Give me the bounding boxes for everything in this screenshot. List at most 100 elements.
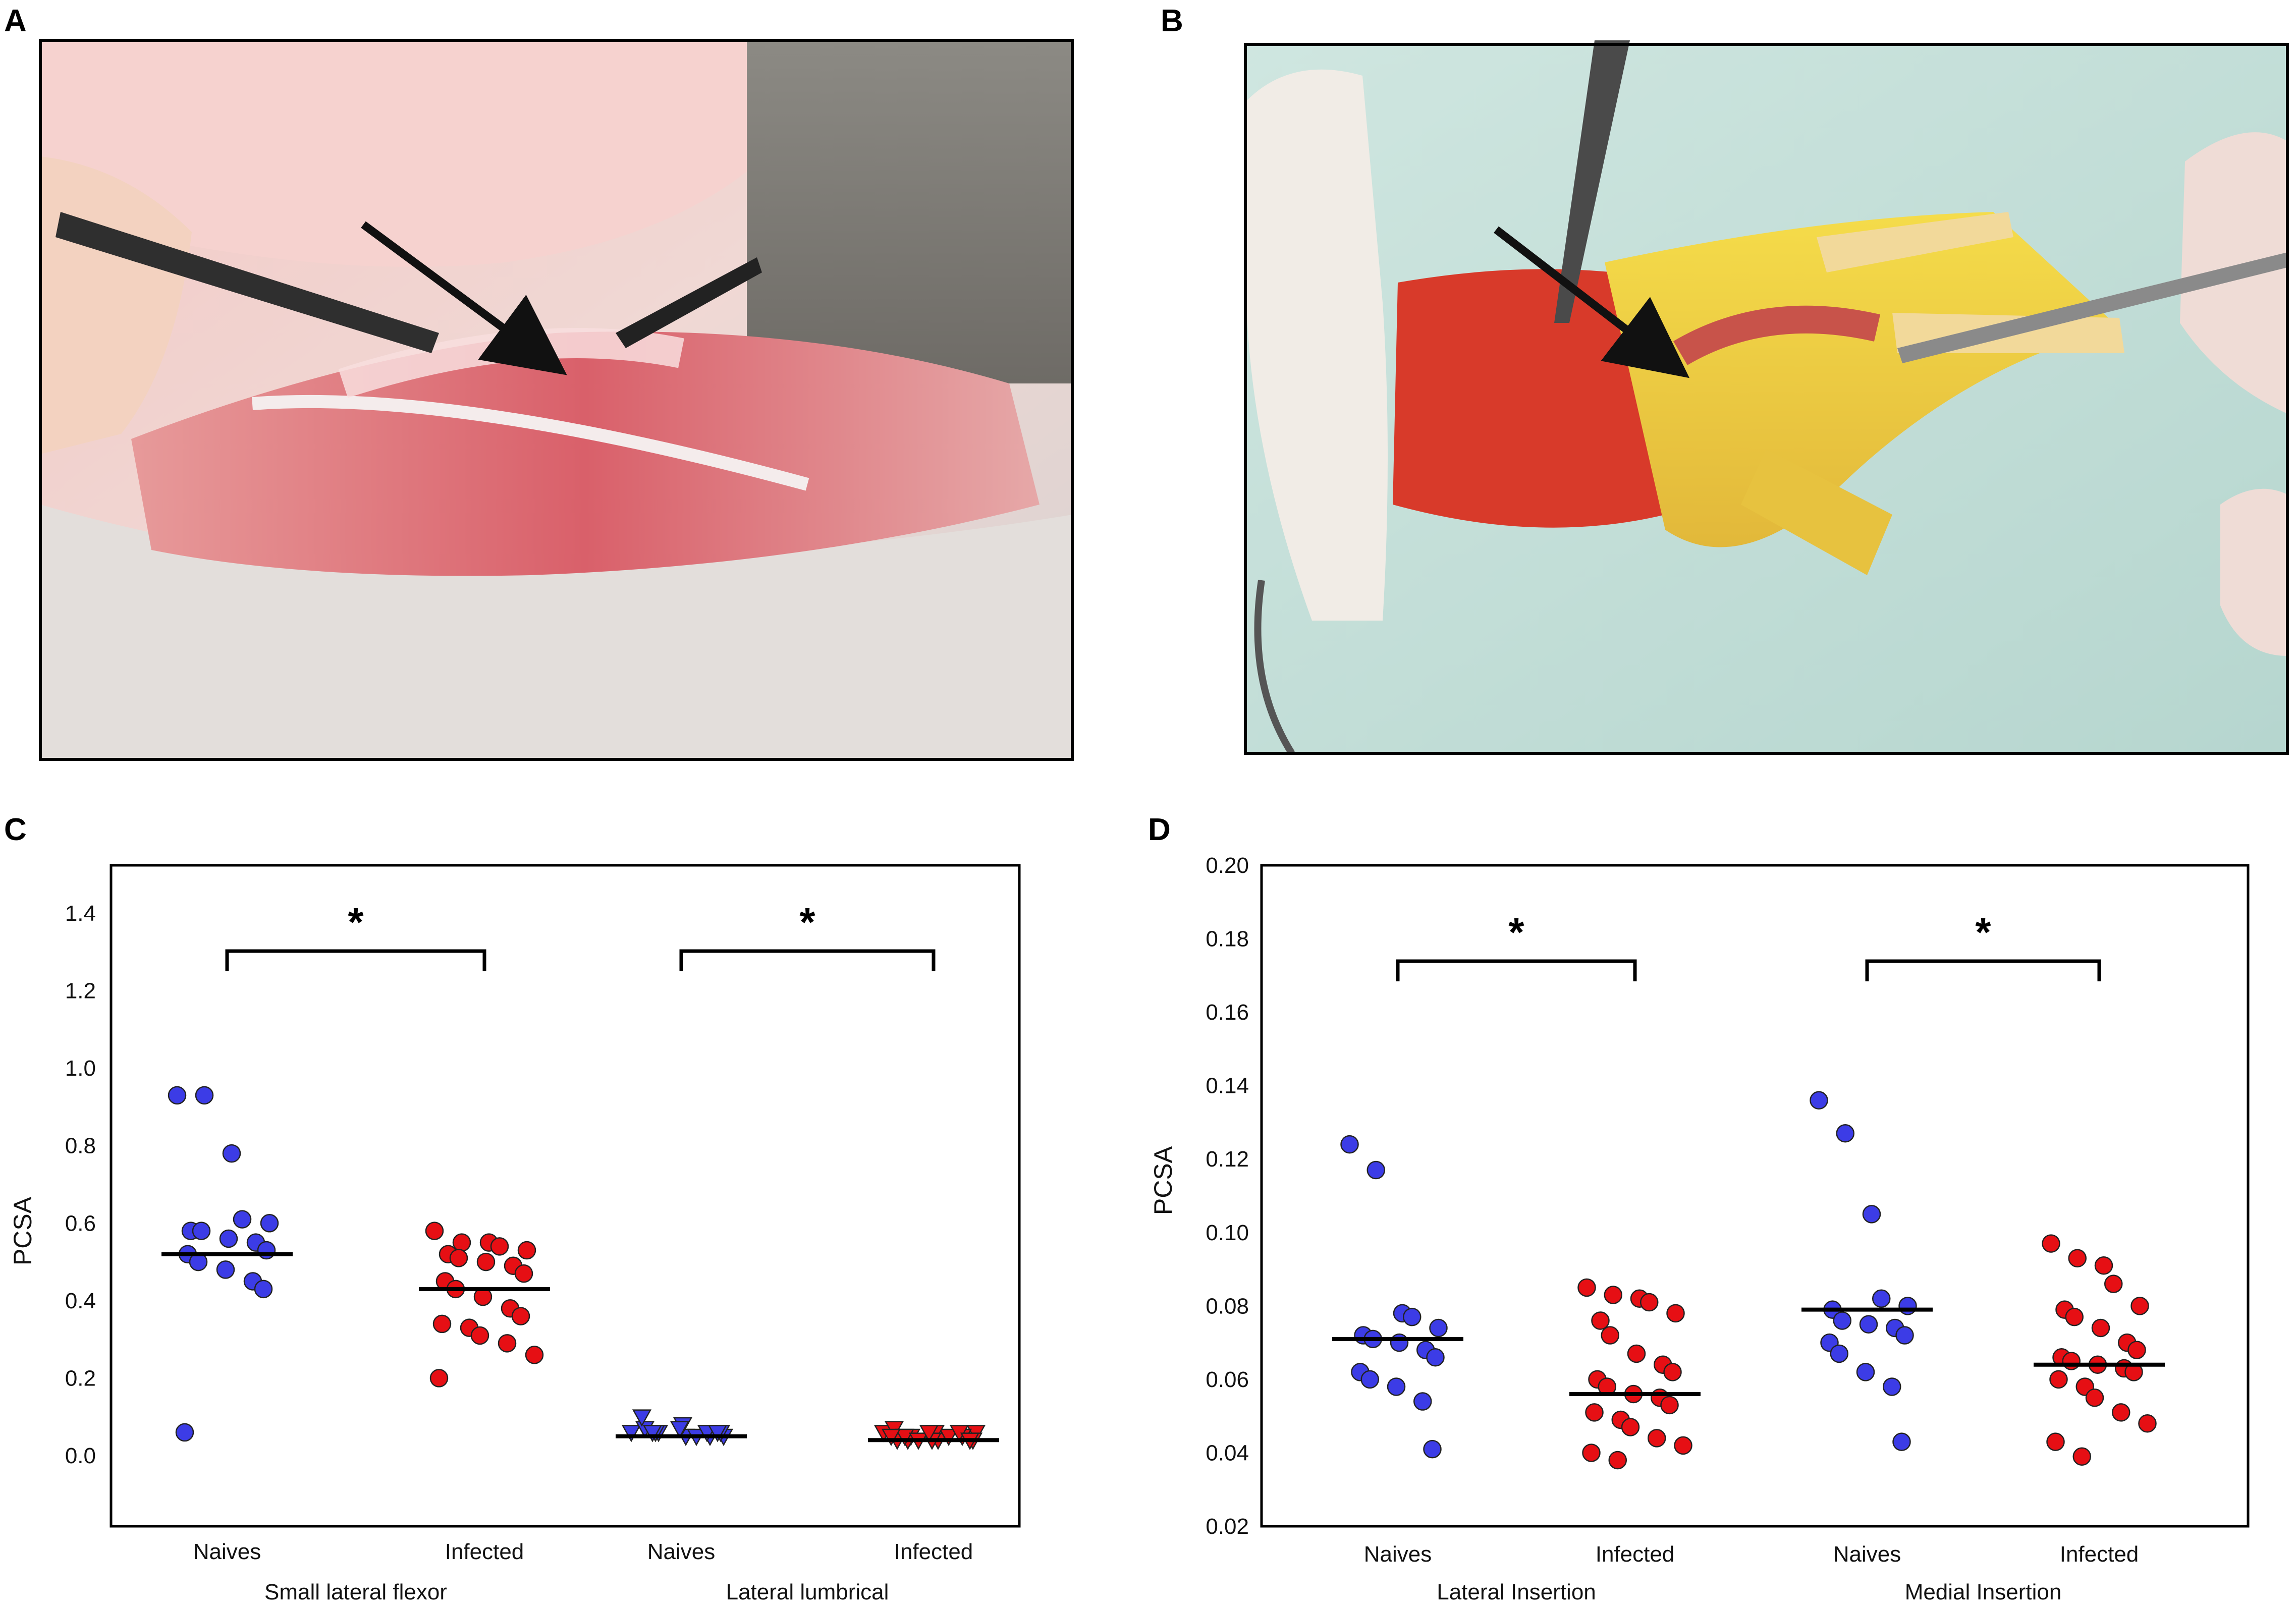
data-point — [1585, 1403, 1604, 1422]
data-point — [1340, 1135, 1359, 1154]
data-point — [254, 1280, 273, 1299]
data-point — [514, 1264, 533, 1283]
significance-star: * — [348, 900, 364, 945]
arrow-icon — [361, 221, 567, 375]
data-point — [1892, 1432, 1911, 1451]
data-point — [449, 1249, 468, 1267]
data-point — [2127, 1341, 2146, 1359]
y-tick-label: 0.8 — [65, 1134, 96, 1158]
data-point — [2068, 1249, 2087, 1267]
y-tick-label: 0.12 — [1206, 1147, 1249, 1172]
data-point — [2085, 1389, 2104, 1407]
significance-brackets: * * — [225, 900, 936, 971]
x-category-label: Naives — [647, 1539, 716, 1564]
x-category-label: Infected — [894, 1539, 973, 1564]
median-lines — [1332, 1307, 2165, 1396]
y-tick-label: 0.14 — [1206, 1074, 1249, 1098]
y-axis-label: PCSA — [9, 1196, 37, 1265]
data-point — [1413, 1392, 1432, 1411]
panel-b: B — [1161, 4, 2289, 755]
data-point — [642, 1425, 663, 1443]
data-point — [470, 1326, 489, 1345]
significance-star: * — [799, 900, 815, 945]
significance-brackets: * * — [1396, 910, 2101, 981]
data-point — [1660, 1396, 1679, 1415]
data-point — [1872, 1289, 1891, 1308]
data-point — [1833, 1311, 1851, 1330]
data-point — [1859, 1315, 1878, 1334]
data-point — [1591, 1311, 1610, 1330]
arrow-icon — [1494, 226, 1690, 378]
data-point — [1360, 1370, 1379, 1389]
data-point — [222, 1144, 241, 1163]
y-axis-label: PCSA — [1149, 1146, 1177, 1215]
y-tick-label: 0.4 — [65, 1289, 96, 1313]
data-point — [1627, 1344, 1646, 1363]
data-point — [517, 1241, 536, 1260]
data-point — [511, 1307, 530, 1325]
data-point — [1674, 1436, 1692, 1455]
median-lines — [161, 1252, 999, 1443]
data-point — [257, 1241, 276, 1260]
y-tick-label: 0.18 — [1206, 927, 1249, 952]
x-category-label: Naives — [1364, 1542, 1432, 1567]
data-points — [168, 1086, 986, 1450]
data-point — [1836, 1124, 1854, 1143]
data-point — [881, 1428, 901, 1447]
plot-frame — [110, 864, 1021, 1528]
y-tick-label: 0.6 — [65, 1211, 96, 1236]
data-point — [2112, 1403, 2130, 1422]
data-point — [525, 1346, 544, 1364]
data-point — [2130, 1297, 2149, 1315]
y-tick-label: 0.2 — [65, 1366, 96, 1391]
data-point — [476, 1252, 496, 1271]
y-tick-label: 0.08 — [1206, 1294, 1249, 1318]
dissection-photo-b — [1244, 40, 2289, 755]
data-point — [1810, 1091, 1828, 1110]
data-point — [1666, 1304, 1685, 1323]
data-point — [452, 1233, 471, 1252]
data-point — [432, 1314, 452, 1334]
data-point — [2042, 1234, 2060, 1253]
data-point — [2138, 1414, 2157, 1433]
data-point — [670, 1421, 690, 1438]
data-point — [1601, 1326, 1619, 1345]
data-point — [425, 1222, 444, 1240]
data-point — [1387, 1377, 1406, 1396]
significance-bracket — [679, 949, 936, 971]
panel-a-letter: A — [4, 4, 27, 38]
panel-d-letter: D — [1148, 812, 1171, 847]
y-tick-label: 0.0 — [65, 1444, 96, 1468]
data-point — [1856, 1363, 1875, 1381]
data-point — [2072, 1447, 2091, 1466]
data-point — [1621, 1418, 1640, 1436]
data-point — [1423, 1439, 1442, 1459]
panel-c: C 0.00.20.40.60.81.01.21.4 PCSA * * Naive… — [4, 812, 1021, 1604]
panel-a: A — [4, 4, 1074, 761]
data-point — [2065, 1307, 2084, 1326]
data-point — [233, 1210, 252, 1229]
x-category-label: Infected — [1596, 1542, 1675, 1567]
chart-c: 0.00.20.40.60.81.01.21.4 PCSA * * Naives I… — [9, 864, 1021, 1604]
chart-d: 0.02 0.04 0.06 0.08 0.10 0.12 0.14 0.16 0.18 0.20… — [1149, 853, 2250, 1604]
data-point — [632, 1409, 652, 1427]
y-tick-label: 0.16 — [1206, 1000, 1249, 1025]
data-point — [1426, 1348, 1445, 1367]
x-category-label: Naives — [1833, 1542, 1901, 1567]
data-point — [2094, 1256, 2113, 1275]
data-point — [1663, 1363, 1682, 1381]
data-point — [498, 1334, 517, 1353]
dissection-photo-a — [39, 39, 1074, 761]
data-point — [919, 1425, 939, 1443]
data-point — [175, 1423, 194, 1442]
y-tick-label: 0.20 — [1206, 853, 1249, 878]
y-tick-label: 0.06 — [1206, 1367, 1249, 1392]
data-point — [216, 1260, 235, 1279]
x-group-label: Lateral Insertion — [1437, 1580, 1596, 1604]
data-point — [1604, 1286, 1622, 1304]
data-point — [2091, 1318, 2110, 1338]
data-point — [1582, 1444, 1601, 1462]
data-point — [1648, 1429, 1666, 1448]
